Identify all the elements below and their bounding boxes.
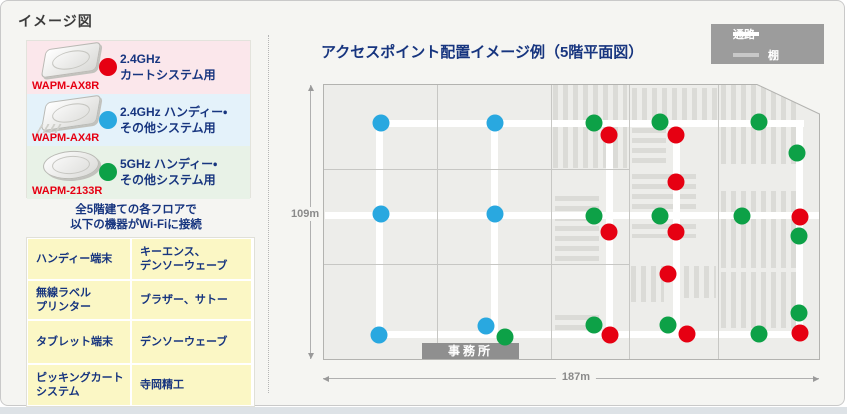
shelf-block: [632, 128, 666, 166]
table-cell-device: ハンディー端末: [28, 239, 130, 279]
table-cell-vendor: 寺岡精工: [132, 365, 251, 405]
floorplan-title: アクセスポイント配置イメージ例（5階平面図）: [321, 44, 644, 61]
width-dimension: 187m: [323, 371, 819, 385]
legend-row-wapm-ax4r: WAPM-AX4R 2.4GHz ハンディー・ その他システム用: [27, 93, 250, 147]
floors-note: 全5階建ての各フロアで 以下の機器がWi-Fiに接続: [70, 204, 202, 231]
partition-line: [323, 169, 629, 170]
floorplan-legend: 通路 棚: [711, 24, 824, 64]
access-point-dot-green: [651, 113, 669, 131]
blue-dot-icon: [99, 110, 117, 129]
legend-row-wapm-ax8r: WAPM-AX8R 2.4GHz カートシステム用: [27, 41, 250, 94]
aisle-line-icon: [733, 31, 759, 36]
access-point-dot-green: [496, 328, 514, 346]
width-label: 187m: [555, 371, 597, 383]
table-cell-vendor: ブラザー、サトー: [132, 281, 251, 319]
access-point-dot-red: [600, 223, 618, 241]
aisle-segment: [491, 120, 498, 338]
height-label: 109m: [288, 207, 323, 221]
legend-row-wapm-2133r: WAPM-2133R 5GHz ハンディー・ その他システム用: [27, 146, 250, 199]
partition-line: [718, 84, 719, 359]
access-point-dot-green: [790, 227, 808, 245]
height-dimension: 109m: [288, 85, 323, 359]
access-point-dot-green: [790, 304, 808, 322]
legend-aisle-row: 通路: [733, 26, 824, 42]
legend-shelf-row: 棚: [733, 47, 824, 63]
arrow-down-icon: [307, 353, 314, 359]
shelf-block: [632, 88, 717, 121]
access-point-dot-blue: [477, 317, 495, 335]
wapm-2133r-device-image: [42, 149, 100, 182]
table-cell-device: 無線ラベル プリンター: [28, 281, 130, 319]
access-point-dot-green: [585, 207, 603, 225]
access-point-dot-blue: [372, 114, 390, 132]
shelf-block: [721, 191, 799, 268]
shelf-block: [555, 196, 599, 264]
arrow-right-icon: [813, 375, 819, 382]
access-point-dot-blue: [486, 205, 504, 223]
partition-line: [551, 84, 552, 359]
access-point-dot-green: [788, 144, 806, 162]
device-model-label: WAPM-AX8R: [32, 79, 100, 92]
device-legend: WAPM-AX8R 2.4GHz カートシステム用 WAPM-AX4R 2.4G…: [26, 40, 251, 199]
green-dot-icon: [99, 163, 117, 182]
access-point-dot-green: [750, 113, 768, 131]
arrow-left-icon: [323, 375, 329, 382]
floorplan-canvas: 事務所: [323, 84, 819, 359]
dotted-separator: [268, 35, 269, 393]
red-dot-icon: [99, 58, 117, 76]
table-cell-vendor: デンソーウェーブ: [132, 321, 251, 363]
shelf-block: [674, 266, 716, 298]
shelf-block: [632, 174, 696, 238]
access-point-dot-red: [667, 173, 685, 191]
access-point-dot-green: [585, 114, 603, 132]
access-point-dot-green: [585, 316, 603, 334]
partition-line: [437, 84, 438, 359]
access-point-dot-green: [750, 325, 768, 343]
table-cell-vendor: キーエンス、 デンソーウェーブ: [132, 239, 251, 279]
shelf-label: 棚: [768, 49, 779, 62]
table-cell-device: ピッキングカート システム: [28, 365, 130, 405]
partition-line: [629, 84, 630, 359]
wapm-ax8r-device-image: [40, 41, 102, 79]
access-point-dot-red: [601, 326, 619, 344]
shelf-line-icon: [733, 52, 759, 57]
legend-label: 2.4GHz ハンディー・ その他システム用: [120, 104, 228, 135]
image-diagram-card: イメージ図 WAPM-AX8R 2.4GHz カートシステム用 WAPM-AX4…: [0, 0, 845, 406]
legend-label: 5GHz ハンディー・ その他システム用: [120, 157, 218, 188]
bottom-strip: [0, 407, 847, 414]
access-point-dot-green: [733, 207, 751, 225]
device-model-label: WAPM-AX4R: [32, 132, 100, 145]
access-point-dot-red: [791, 324, 809, 342]
access-point-dot-blue: [370, 326, 388, 344]
access-point-dot-red: [791, 208, 809, 226]
connected-devices-table: ハンディー端末 キーエンス、 デンソーウェーブ 無線ラベル プリンター ブラザー…: [26, 237, 255, 407]
legend-label: 2.4GHz カートシステム用: [120, 52, 216, 83]
shelf-block: [721, 272, 801, 328]
access-point-dot-green: [659, 316, 677, 334]
dimension-line: [310, 85, 311, 359]
aisle-segment: [376, 120, 383, 338]
access-point-dot-red: [667, 223, 685, 241]
table-cell-device: タブレット端末: [28, 321, 130, 363]
access-point-dot-red: [667, 126, 685, 144]
access-point-dot-blue: [486, 114, 504, 132]
access-point-dot-red: [659, 265, 677, 283]
access-point-dot-red: [600, 126, 618, 144]
access-point-dot-blue: [372, 205, 390, 223]
access-point-dot-green: [651, 207, 669, 225]
access-point-dot-red: [678, 325, 696, 343]
arrow-up-icon: [307, 85, 314, 91]
device-model-label: WAPM-2133R: [32, 184, 103, 197]
page-title: イメージ図: [18, 13, 93, 29]
partition-line: [323, 264, 629, 265]
